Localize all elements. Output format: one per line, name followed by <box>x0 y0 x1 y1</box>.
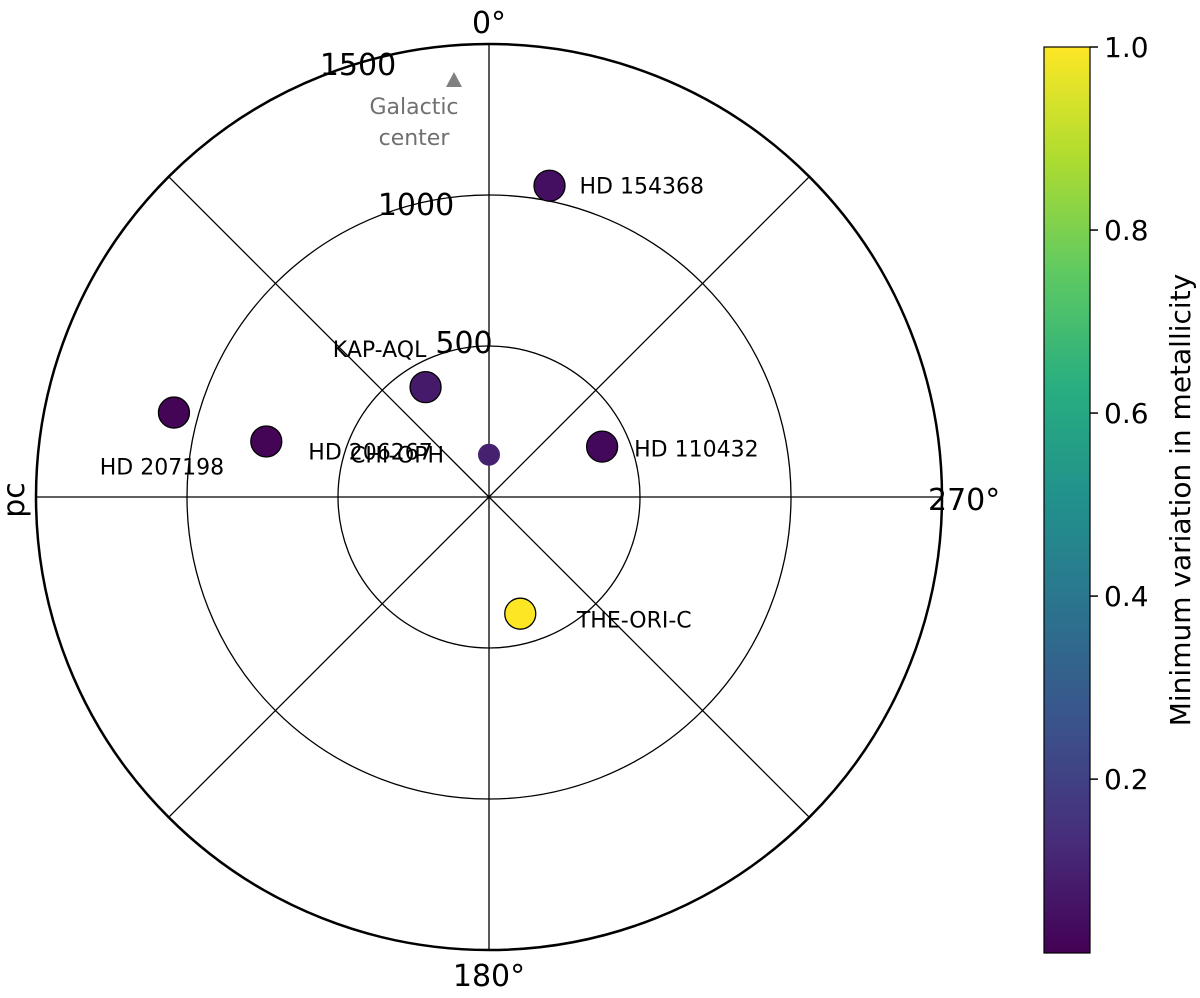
angular-grid-line-225 <box>488 496 810 818</box>
colorbar-tick-label: 0.2 <box>1104 763 1149 796</box>
data-point-label-hd-154368: HD 154368 <box>580 175 704 200</box>
colorbar-tick-label: 0.4 <box>1104 580 1149 613</box>
radial-axis-label: pc <box>0 482 32 518</box>
radial-tick-label-500: 500 <box>435 326 492 361</box>
colorbar-ticks: 0.2 0.4 0.6 0.8 1.0 <box>1090 31 1149 796</box>
data-point-hd-154368 <box>533 169 566 202</box>
data-point-label-the-ori-c: THE-ORI-C <box>576 609 692 634</box>
polar-grid <box>34 42 944 952</box>
data-point-kap-aql <box>409 371 442 404</box>
data-point-hd-110432 <box>585 430 619 463</box>
data-point-chi-oph <box>478 443 500 466</box>
theta-tick-label-180: 180° <box>453 959 525 994</box>
radial-tick-label-1000: 1000 <box>378 188 454 223</box>
data-point-label-hd-110432: HD 110432 <box>634 438 758 463</box>
data-point-label-hd-206267: HD 206267 <box>308 440 432 465</box>
colorbar-tick-label: 0.8 <box>1104 214 1149 247</box>
theta-tick-label-0: 0° <box>472 6 506 41</box>
galactic-center-label-line-1: Galactic <box>369 95 458 120</box>
colorbar-tick-label: 0.6 <box>1104 397 1149 430</box>
data-point-label-hd-207198: HD 207198 <box>100 456 224 481</box>
data-point-label-kap-aql: KAP-AQL <box>333 338 427 363</box>
colorbar-tick-label: 1.0 <box>1104 31 1149 64</box>
angular-grid-line-45 <box>168 176 490 498</box>
data-point-label-chi-oph: CHI-OPH <box>350 444 444 469</box>
angular-grid-line-315 <box>488 176 810 498</box>
triangle-icon <box>446 72 462 87</box>
angular-grid-line-135 <box>168 496 490 818</box>
colorbar-gradient <box>1043 46 1091 954</box>
colorbar-label: Minimum variation in metallicity <box>1164 274 1197 727</box>
radial-tick-label-1500: 1500 <box>320 48 396 83</box>
data-point-hd-206267 <box>250 425 283 458</box>
data-point-hd-207198 <box>157 396 191 429</box>
theta-tick-label-270: 270° <box>928 483 1000 518</box>
galactic-center-label-line-2: center <box>379 126 451 151</box>
data-point-the-ori-c <box>504 597 537 630</box>
